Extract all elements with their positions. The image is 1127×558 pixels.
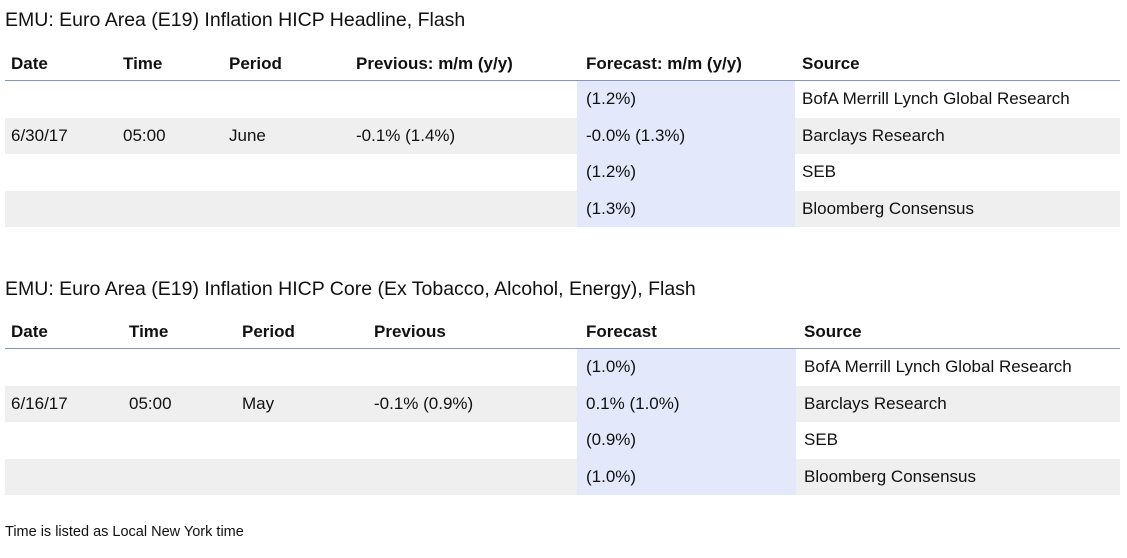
- table-header: Date Time Period Previous: m/m (y/y) For…: [5, 45, 1120, 81]
- table-row: 6/16/17 05:00 May -0.1% (0.9%) 0.1% (1.0…: [5, 385, 1120, 422]
- table-row: 6/30/17 05:00 June -0.1% (1.4%) -0.0% (1…: [5, 117, 1120, 154]
- column-header-forecast: Forecast: m/m (y/y): [586, 54, 742, 73]
- cell-time: 05:00: [129, 393, 172, 413]
- cell-forecast: -0.0% (1.3%): [586, 125, 686, 145]
- cell-source: Bloomberg Consensus: [802, 198, 974, 218]
- column-header-forecast: Forecast: [586, 322, 657, 341]
- cell-forecast: (0.9%): [586, 430, 637, 449]
- column-header-previous: Previous: [374, 322, 446, 341]
- cell-source: BofA Merrill Lynch Global Research: [802, 89, 1070, 108]
- cell-forecast: (1.0%): [586, 466, 637, 486]
- column-header-source: Source: [804, 322, 862, 341]
- cell-date: 6/16/17: [11, 393, 68, 413]
- column-header-date: Date: [11, 54, 48, 73]
- cell-date: 6/30/17: [11, 125, 68, 145]
- column-header-previous: Previous: m/m (y/y): [356, 54, 513, 73]
- forecast-highlight: [577, 117, 795, 154]
- column-header-date: Date: [11, 322, 48, 341]
- table-header: Date Time Period Previous Forecast Sourc…: [5, 313, 1120, 349]
- cell-period: June: [229, 125, 266, 145]
- table-row: (0.9%) SEB: [5, 422, 1120, 459]
- core-section-title: EMU: Euro Area (E19) Inflation HICP Core…: [5, 278, 696, 300]
- column-header-period: Period: [229, 54, 282, 73]
- forecast-highlight: [577, 154, 795, 191]
- table-row: (1.0%) BofA Merrill Lynch Global Researc…: [5, 349, 1120, 386]
- table-row: (1.2%) SEB: [5, 154, 1120, 191]
- cell-source: Bloomberg Consensus: [804, 466, 976, 486]
- forecast-highlight: [577, 458, 796, 495]
- cell-time: 05:00: [123, 125, 166, 145]
- table-row: (1.0%) Bloomberg Consensus: [5, 458, 1120, 495]
- cell-period: May: [242, 393, 275, 413]
- forecast-highlight: [577, 81, 795, 118]
- cell-source: SEB: [804, 430, 839, 449]
- forecast-highlight: [577, 385, 796, 422]
- cell-source: Barclays Research: [802, 125, 945, 145]
- cell-forecast: (1.3%): [586, 198, 637, 218]
- headline-section-title: EMU: Euro Area (E19) Inflation HICP Head…: [5, 9, 466, 31]
- timezone-footnote: Time is listed as Local New York time: [5, 524, 244, 540]
- cell-previous: -0.1% (0.9%): [374, 393, 474, 413]
- table-row: (1.2%) BofA Merrill Lynch Global Researc…: [5, 81, 1120, 118]
- forecast-highlight: [577, 349, 796, 386]
- core-forecast-table: Date Time Period Previous Forecast Sourc…: [5, 313, 1120, 495]
- cell-previous: -0.1% (1.4%): [356, 125, 456, 145]
- column-header-source: Source: [802, 54, 860, 73]
- column-header-period: Period: [242, 322, 295, 341]
- table-row: (1.3%) Bloomberg Consensus: [5, 190, 1120, 227]
- column-header-time: Time: [129, 322, 169, 341]
- cell-source: Barclays Research: [804, 393, 947, 413]
- cell-forecast: (1.0%): [586, 357, 637, 376]
- forecast-highlight: [577, 422, 796, 459]
- forecast-highlight: [577, 190, 795, 227]
- column-header-time: Time: [123, 54, 163, 73]
- cell-source: SEB: [802, 162, 837, 181]
- cell-source: BofA Merrill Lynch Global Research: [804, 357, 1072, 376]
- cell-forecast: 0.1% (1.0%): [586, 393, 680, 413]
- cell-forecast: (1.2%): [586, 162, 637, 181]
- cell-forecast: (1.2%): [586, 89, 637, 108]
- headline-forecast-table: Date Time Period Previous: m/m (y/y) For…: [5, 45, 1120, 227]
